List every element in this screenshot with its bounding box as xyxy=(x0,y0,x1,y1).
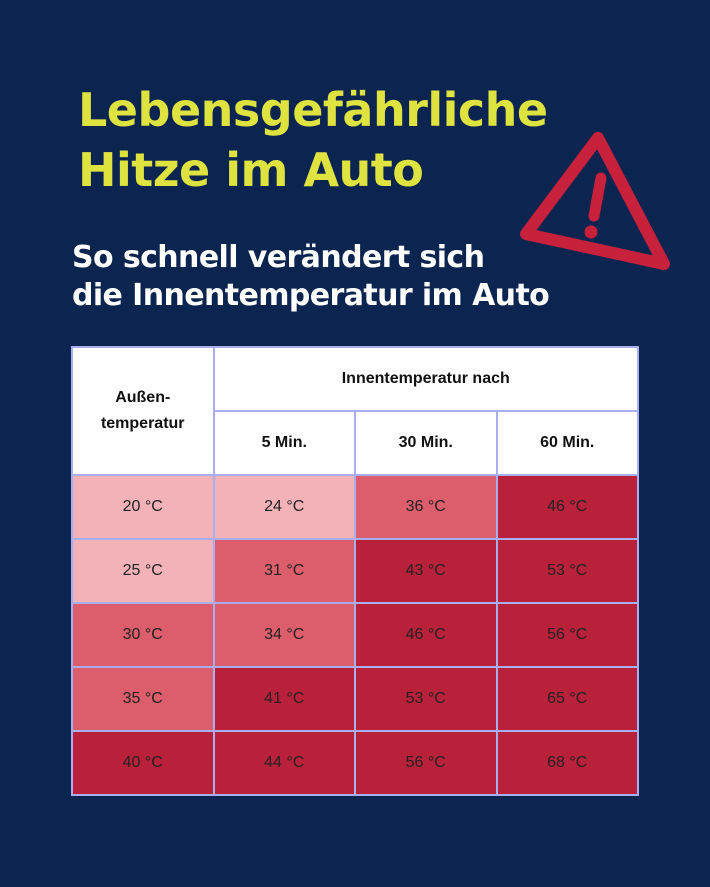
value-cell: 43 °C xyxy=(354,538,498,604)
table-row: 40 °C 44 °C 56 °C 68 °C xyxy=(71,730,639,796)
value-cell: 53 °C xyxy=(495,538,639,604)
value-cell: 41 °C xyxy=(212,666,356,732)
value-cell: 46 °C xyxy=(495,474,639,540)
value-cell: 65 °C xyxy=(495,666,639,732)
column-header-5-min: 5 Min. xyxy=(212,410,356,476)
table-row: 25 °C 31 °C 43 °C 53 °C xyxy=(71,538,639,604)
value-cell: 34 °C xyxy=(212,602,356,668)
value-cell: 68 °C xyxy=(495,730,639,796)
outer-header-line-2: temperatur xyxy=(100,415,185,432)
headline: Lebensgefährliche Hitze im Auto xyxy=(78,80,548,200)
table-row: 35 °C 41 °C 53 °C 65 °C xyxy=(71,666,639,732)
subheadline: So schnell verändert sich die Innentempe… xyxy=(72,239,550,315)
value-cell: 31 °C xyxy=(212,538,356,604)
value-cell: 44 °C xyxy=(212,730,356,796)
outer-cell: 35 °C xyxy=(71,666,215,732)
outer-cell: 20 °C xyxy=(71,474,215,540)
value-cell: 46 °C xyxy=(354,602,498,668)
outer-cell: 25 °C xyxy=(71,538,215,604)
value-cell: 56 °C xyxy=(354,730,498,796)
value-cell: 56 °C xyxy=(495,602,639,668)
value-cell: 53 °C xyxy=(354,666,498,732)
value-cell: 24 °C xyxy=(212,474,356,540)
headline-line-2: Hitze im Auto xyxy=(78,143,424,197)
headline-line-1: Lebensgefährliche xyxy=(78,83,548,137)
subheadline-line-1: So schnell verändert sich xyxy=(72,240,485,275)
column-header-60-min: 60 Min. xyxy=(495,410,639,476)
table-row: 30 °C 34 °C 46 °C 56 °C xyxy=(71,602,639,668)
outer-header-line-1: Außen- xyxy=(115,389,171,406)
inner-temperature-header: Innentemperatur nach xyxy=(212,346,639,412)
temperature-table: Außen- temperatur Innentemperatur nach 5… xyxy=(71,346,639,796)
table-row: 20 °C 24 °C 36 °C 46 °C xyxy=(71,474,639,540)
subheadline-line-2: die Innentemperatur im Auto xyxy=(72,278,550,313)
value-cell: 36 °C xyxy=(354,474,498,540)
warning-triangle-icon xyxy=(520,132,670,270)
column-header-30-min: 30 Min. xyxy=(354,410,498,476)
outer-cell: 30 °C xyxy=(71,602,215,668)
outer-cell: 40 °C xyxy=(71,730,215,796)
outer-temperature-header: Außen- temperatur xyxy=(71,346,215,476)
